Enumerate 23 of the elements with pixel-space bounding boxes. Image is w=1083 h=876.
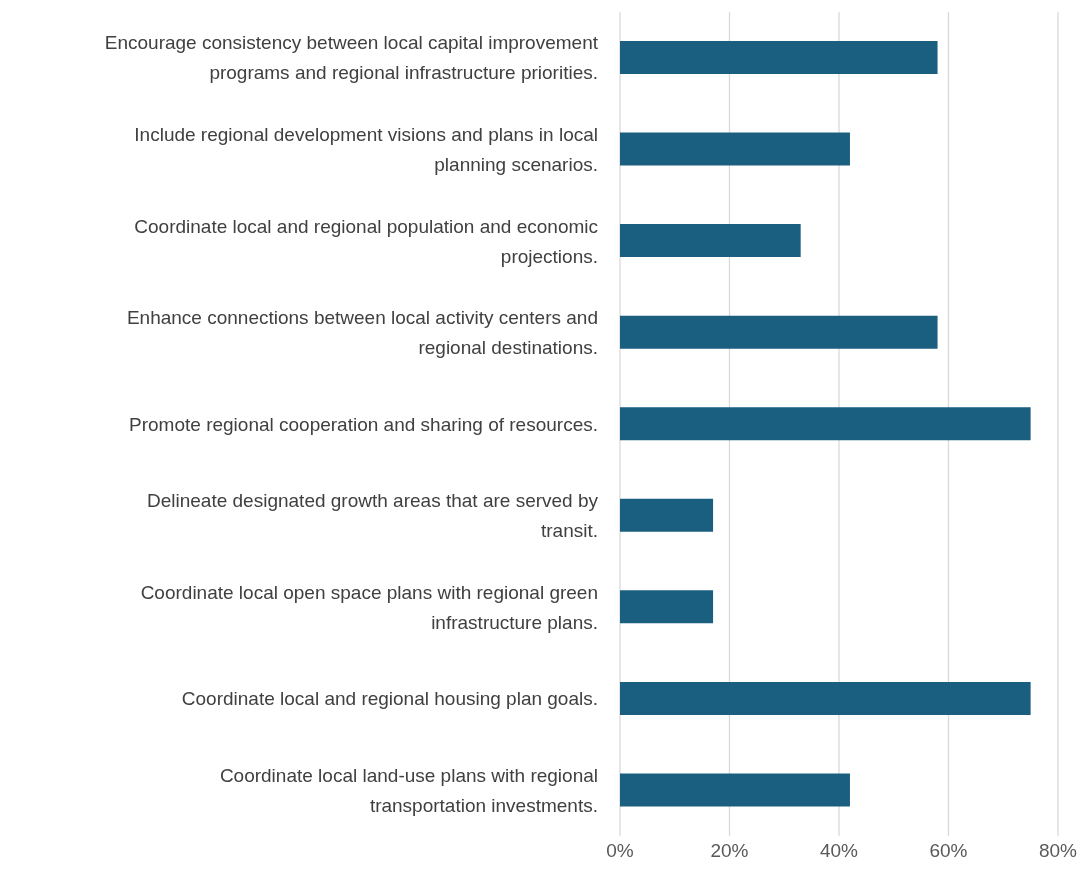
bar <box>620 773 850 807</box>
y-tick-label: Promote regional cooperation and sharing of resources. <box>129 413 598 435</box>
y-tick-label: Coordinate local and regional housing plan goals. <box>181 688 598 710</box>
y-tick-label: Enhance connections between local activity centers and regional destinations. <box>126 307 598 359</box>
bar <box>620 407 1031 441</box>
x-tick-label: 60% <box>929 840 968 862</box>
x-tick-label: 20% <box>710 840 749 862</box>
bar <box>620 224 801 258</box>
bar <box>620 41 938 74</box>
bar <box>620 132 850 166</box>
y-tick-label: Coordinate local and regional population and economic projections. <box>134 215 598 267</box>
y-tick-label: Delineate designated growth areas that are served by transit. <box>147 490 599 542</box>
y-tick-label: Coordinate local open space plans with regional green infrastructure plans. <box>140 581 598 633</box>
x-tick-label: 80% <box>1038 840 1078 862</box>
y-tick-label: Include regional development visions and plans in local planning scenarios. <box>134 123 598 175</box>
x-tick-label: 40% <box>819 840 859 862</box>
x-tick-label: 0% <box>606 840 634 862</box>
bar <box>620 498 714 532</box>
y-tick-label: Coordinate local land-use plans with regional transportation investments. <box>219 764 598 816</box>
y-tick-label: Encourage consistency between local capital improvement programs and regional infrastructure priorities. <box>104 32 599 84</box>
bar <box>620 681 1031 715</box>
bar <box>620 590 714 624</box>
bar <box>620 315 938 349</box>
